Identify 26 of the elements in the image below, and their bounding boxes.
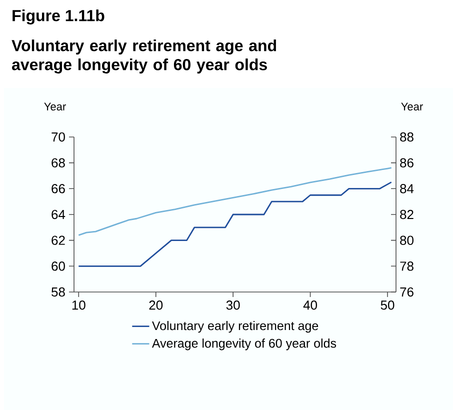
line-series [78,182,392,267]
y-tick-label: 58 [52,287,65,297]
x-tick-label: 50 [380,300,394,310]
chart-subtitle: Voluntary early retirement age and average longevity of 60 year olds [12,40,276,74]
y-tick-label: 66 [52,184,65,194]
y2-tick-label: 76 [400,287,414,297]
legend-label: Average longevity of 60 year olds [152,338,336,350]
y-tick-label: 68 [52,158,65,168]
y2-tick-label: 84 [400,184,414,194]
x-tick-label: 40 [303,300,318,310]
y-axis-title: Year [44,102,66,110]
y-tick-label: 64 [52,210,66,220]
y-tick-label: 62 [52,236,65,245]
y2-axis-title: Year [401,102,423,110]
legend-label: Voluntary early retirement age [152,320,318,333]
y2-tick-label: 88 [400,132,414,142]
x-tick-label: 20 [149,300,163,310]
x-tick-label: 30 [226,300,240,310]
y2-tick-label: 86 [400,158,414,168]
x-tick-label: 10 [72,300,86,310]
y-tick-label: 60 [52,262,65,271]
y2-tick-label: 82 [400,210,414,220]
y2-tick-label: 78 [400,262,414,271]
chart-title: Figure 1.11b [12,10,104,24]
y2-tick-label: 80 [400,236,414,245]
y-tick-label: 70 [52,132,65,142]
